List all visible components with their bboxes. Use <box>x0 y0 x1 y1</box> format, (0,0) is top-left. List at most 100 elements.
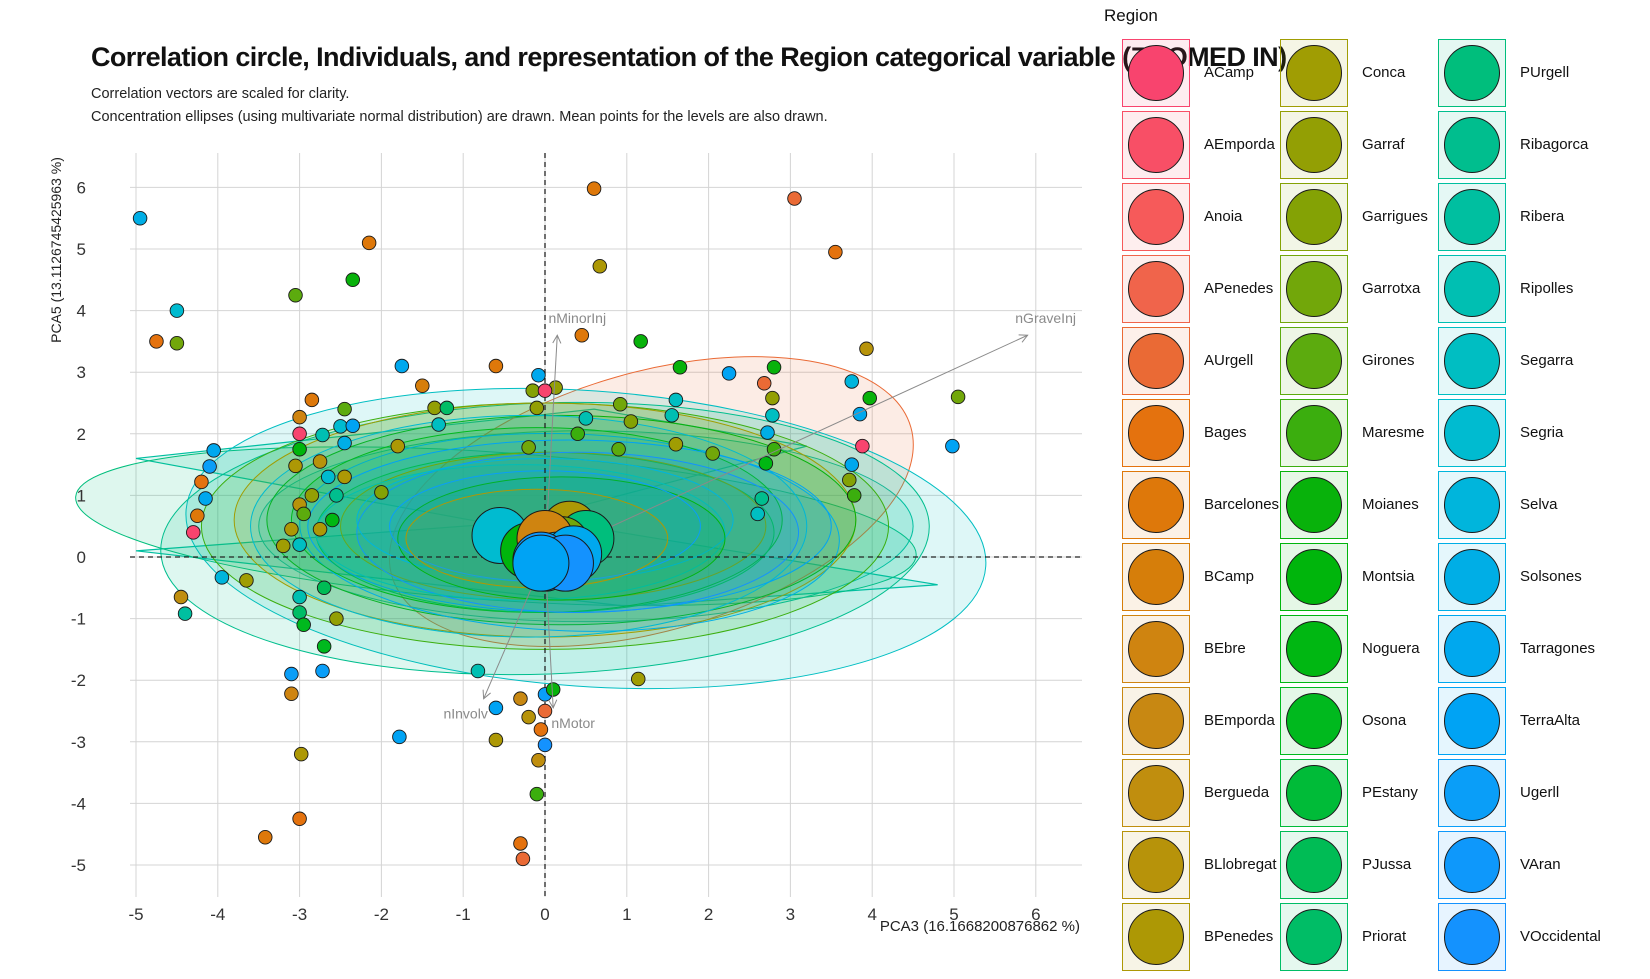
individual-point <box>756 376 772 391</box>
legend-label: Priorat <box>1362 928 1407 945</box>
individual-point <box>149 334 164 349</box>
individual-point <box>488 700 504 716</box>
individual-point <box>750 506 765 522</box>
y-tick-label: 0 <box>77 548 86 567</box>
legend-swatch <box>1128 693 1184 749</box>
legend-key <box>1438 399 1506 467</box>
individual-point <box>570 426 585 442</box>
legend-key <box>1122 183 1190 251</box>
legend-swatch <box>1444 693 1500 749</box>
legend-key <box>1122 615 1190 683</box>
legend-item: Barcelones <box>1122 471 1279 541</box>
individual-point <box>169 303 185 318</box>
legend-label: Ugerll <box>1520 784 1560 801</box>
legend-label: Conca <box>1362 64 1406 81</box>
legend-label: VOccidental <box>1520 928 1601 945</box>
individual-point <box>292 605 307 620</box>
vector-label: nMotor <box>551 715 595 731</box>
x-tick-label: 6 <box>1031 905 1040 924</box>
individual-point <box>574 327 590 343</box>
legend-label: AEmporda <box>1204 136 1275 153</box>
x-tick-label: 1 <box>622 905 631 924</box>
legend-item: Garrigues <box>1280 183 1430 253</box>
individual-point <box>488 732 504 748</box>
individual-point <box>333 419 348 434</box>
legend-swatch <box>1286 693 1342 749</box>
individual-point <box>664 408 680 423</box>
individual-point <box>361 235 377 251</box>
individual-point <box>169 335 185 351</box>
vector-line <box>544 334 1028 558</box>
legend-key <box>1280 615 1348 683</box>
individual-point <box>292 537 307 552</box>
individual-point <box>190 508 205 523</box>
legend-key <box>1122 759 1190 827</box>
individual-point <box>623 414 639 429</box>
individual-point <box>394 358 410 374</box>
individual-point <box>765 408 780 423</box>
legend-label: Moianes <box>1362 496 1419 513</box>
individual-point <box>488 358 504 374</box>
legend-label: PEstany <box>1362 784 1418 801</box>
legend-key <box>1122 903 1190 971</box>
vector-arrowhead <box>1018 334 1029 343</box>
individual-point <box>828 244 843 260</box>
legend-label: BPenedes <box>1204 928 1274 945</box>
legend-label: Garrigues <box>1362 208 1428 225</box>
individual-point <box>513 691 528 706</box>
individual-point <box>787 191 802 206</box>
x-tick-label: 2 <box>704 905 713 924</box>
legend-key <box>1438 615 1506 683</box>
individual-point <box>257 830 273 845</box>
individual-point <box>284 666 299 682</box>
legend-item: Solsones <box>1438 543 1588 613</box>
individual-point <box>320 469 336 485</box>
legend-swatch <box>1286 837 1342 893</box>
individual-point <box>439 400 455 416</box>
individual-point <box>202 459 217 474</box>
legend-label: VAran <box>1520 856 1561 873</box>
legend-swatch <box>1286 189 1342 245</box>
individual-point <box>611 441 626 457</box>
mean-points <box>471 500 615 592</box>
individual-point <box>862 390 877 406</box>
individual-point <box>766 360 782 375</box>
legend-label: Ribera <box>1520 208 1565 225</box>
individual-point <box>668 392 684 408</box>
legend-key <box>1438 183 1506 251</box>
legend-item: Anoia <box>1122 183 1272 253</box>
individual-point <box>292 409 307 425</box>
legend-swatch <box>1128 765 1184 821</box>
legend-item: Noguera <box>1280 615 1430 685</box>
individual-point <box>537 383 553 398</box>
legend-label: Bergueda <box>1204 784 1270 801</box>
legend-item: BCamp <box>1122 543 1272 613</box>
y-tick-label: 3 <box>77 363 86 382</box>
y-tick-label: 2 <box>77 425 86 444</box>
individual-point <box>239 573 254 588</box>
vector-label: nGraveInj <box>1015 310 1076 326</box>
legend-item: Segarra <box>1438 327 1588 397</box>
individual-point <box>390 438 406 454</box>
individual-point <box>275 538 291 554</box>
legend-swatch <box>1128 909 1184 965</box>
individual-point <box>758 456 774 471</box>
legend-item: APenedes <box>1122 255 1273 325</box>
legend-key <box>1438 543 1506 611</box>
vector-arrowhead <box>552 334 562 344</box>
legend-item: PEstany <box>1280 759 1430 829</box>
individual-point <box>633 334 648 349</box>
legend-label: Segria <box>1520 424 1564 441</box>
y-tick-label: -1 <box>71 610 86 629</box>
legend-item: Osona <box>1280 687 1430 757</box>
individual-point <box>515 851 531 867</box>
legend-key <box>1280 471 1348 539</box>
legend-label: BCamp <box>1204 568 1255 585</box>
y-tick-label: -4 <box>71 794 86 813</box>
individual-point <box>537 703 553 719</box>
legend-swatch <box>1128 261 1184 317</box>
legend-swatch <box>1286 621 1342 677</box>
individual-point <box>329 611 344 626</box>
legend-swatch <box>1286 477 1342 533</box>
individual-point <box>842 472 857 488</box>
